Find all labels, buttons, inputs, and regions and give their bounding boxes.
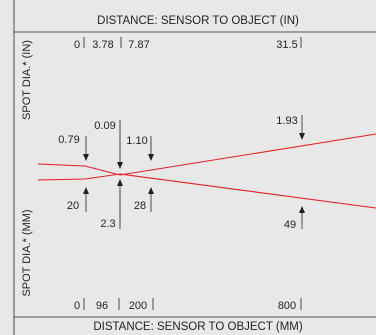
spot-in-arrowhead-0.09 (117, 162, 123, 169)
spot-in-label-0.79: 0.79 (58, 134, 79, 146)
bottom-tick-label-200: 200 (129, 300, 147, 312)
spot-mm-label-20: 20 (67, 200, 79, 212)
beam-lower-edge (37, 173, 376, 209)
spot-in-label-0.09: 0.09 (94, 120, 115, 132)
beam-upper-edge (37, 133, 376, 176)
bottom-axis-title: DISTANCE: SENSOR TO OBJECT (MM) (93, 321, 303, 333)
spot-in-arrowhead-1.93 (299, 133, 305, 140)
spot-mm-arrowhead-20 (83, 187, 89, 194)
top-tick-label-7.87: 7.87 (128, 39, 149, 51)
spot-in-arrowhead-0.79 (83, 154, 89, 161)
bottom-tick-label-96: 96 (96, 300, 108, 312)
bottom-tick-label-0: 0 (74, 300, 80, 312)
left-axis-label-mm: SPOT DIA.* (MM) (21, 209, 33, 296)
spot-mm-arrowhead-28 (148, 187, 154, 194)
spot-in-label-1.10: 1.10 (126, 135, 147, 147)
spot-mm-label-49: 49 (284, 219, 296, 231)
spot-mm-label-2.3: 2.3 (100, 218, 115, 230)
spot-in-label-1.93: 1.93 (276, 115, 297, 127)
spot-in-arrowhead-1.10 (148, 154, 154, 161)
top-tick-label-0: 0 (74, 39, 80, 51)
top-tick-label-3.78: 3.78 (92, 39, 113, 51)
spot-mm-arrowhead-2.3 (117, 179, 123, 186)
top-tick-label-31.5: 31.5 (276, 39, 297, 51)
left-axis-label-in: SPOT DIA.* (IN) (21, 40, 33, 120)
bottom-tick-label-800: 800 (278, 300, 296, 312)
spot-mm-label-28: 28 (134, 200, 146, 212)
top-axis-title: DISTANCE: SENSOR TO OBJECT (IN) (97, 15, 299, 27)
spot-mm-arrowhead-49 (299, 206, 305, 213)
